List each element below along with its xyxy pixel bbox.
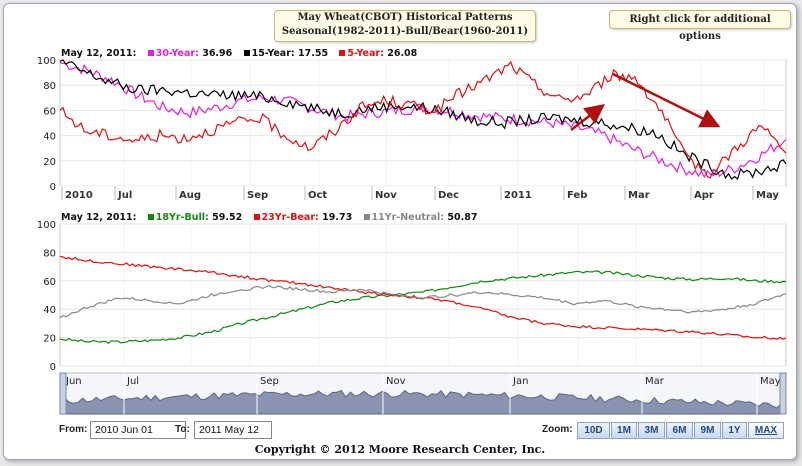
legend-value-bear: 19.73	[322, 212, 353, 223]
legend-name-30yr: 30-Year:	[155, 48, 199, 59]
chart-title-box: May Wheat(CBOT) Historical Patterns Seas…	[274, 10, 536, 42]
legend-name-bull: 18Yr-Bull:	[155, 212, 209, 223]
from-date-input[interactable]: 2010 Jun 01	[90, 421, 186, 439]
x-tick-label: Nov	[375, 190, 397, 201]
zoom-max-button[interactable]: MAX	[748, 422, 784, 439]
navigator-label: Sep	[260, 376, 279, 387]
y-tick-label: 0	[50, 362, 56, 373]
y-tick-label: 80	[43, 81, 56, 92]
series-line-30-year	[59, 61, 787, 179]
y-tick-label: 100	[37, 56, 56, 67]
zoom-3m-button[interactable]: 3M	[638, 422, 665, 439]
copyright-text: Copyright © 2012 Moore Research Center, …	[254, 443, 546, 456]
bottom-legend: May 12, 2011: 18Yr-Bull: 59.52 23Yr-Bear…	[61, 212, 477, 223]
zoom-1y-button[interactable]: 1Y	[722, 422, 747, 439]
top-legend: May 12, 2011: 30-Year: 36.96 15-Year: 17…	[61, 48, 417, 59]
x-tick-label: 2011	[504, 190, 532, 201]
x-tick-label: Sep	[247, 190, 268, 201]
legend-name-bear: 23Yr-Bear:	[261, 212, 319, 223]
series-line-18yr-bull	[59, 270, 787, 344]
legend-value-30yr: 36.96	[202, 48, 233, 59]
top-legend-date: May 12, 2011:	[61, 48, 137, 59]
zoom-label: Zoom:	[542, 424, 573, 435]
series-line-15-year	[59, 59, 787, 181]
annotation-arrow-down	[612, 72, 721, 128]
x-tick-label: Feb	[567, 190, 587, 201]
legend-value-15yr: 17.55	[298, 48, 329, 59]
to-date-input[interactable]: 2011 May 12	[194, 421, 272, 439]
x-tick-label: Oct	[308, 190, 327, 201]
x-tick-label: Mar	[628, 190, 650, 201]
title-line-1: May Wheat(CBOT) Historical Patterns	[297, 12, 513, 23]
annotation-arrow-up	[570, 103, 605, 131]
y-tick-label: 100	[37, 220, 56, 231]
plot-area-1	[59, 223, 787, 367]
y-tick-label: 80	[43, 248, 56, 259]
x-tick-label: Jul	[117, 190, 132, 201]
legend-swatch-bull	[147, 214, 154, 220]
y-tick-label: 60	[43, 106, 56, 117]
plot-area-0	[59, 59, 787, 187]
x-tick-label: Dec	[438, 190, 459, 201]
series-line-23yr-bear	[59, 256, 787, 340]
to-label: To:	[175, 424, 190, 435]
x-tick-label: Aug	[179, 190, 201, 201]
title-line-2: Seasonal(1982-2011)-Bull/Bear(1960-2011)	[281, 26, 529, 37]
navigator-label: Jan	[512, 376, 528, 387]
x-tick-label: 2010	[65, 190, 93, 201]
legend-name-neutral: 11Yr-Neutral:	[371, 212, 445, 223]
zoom-1m-button[interactable]: 1M	[611, 422, 637, 439]
y-tick-label: 0	[50, 182, 56, 193]
legend-value-5yr: 26.08	[387, 48, 418, 59]
legend-value-neutral: 50.87	[447, 212, 478, 223]
navigator-label: Jun	[65, 376, 82, 387]
x-axis-band	[60, 186, 786, 200]
navigator-label: May	[760, 376, 781, 387]
legend-value-bull: 59.52	[212, 212, 243, 223]
zoom-6m-button[interactable]: 6M	[666, 422, 693, 439]
series-line-11yr-neutral	[59, 285, 787, 319]
navigator-handle-right	[779, 372, 787, 415]
legend-name-15yr: 15-Year:	[251, 48, 295, 59]
navigator-label: Nov	[386, 376, 406, 387]
navigator-handle-left	[59, 372, 67, 415]
chart-svg: 0 20 40 60 80 100 0 20 40 60 80 100 2010 Jul Aug Sep Oct…	[37, 56, 787, 415]
legend-swatch-5yr	[339, 50, 346, 56]
legend-swatch-15yr	[243, 50, 250, 56]
legend-swatch-neutral	[363, 214, 370, 220]
navigator-label: Mar	[645, 376, 665, 387]
navigator-label: Jul	[126, 376, 139, 387]
legend-swatch-bear	[253, 214, 260, 220]
legend-name-5yr: 5-Year:	[347, 48, 384, 59]
chart-frame: 0 20 40 60 80 100 0 20 40 60 80 100 2010 Jul Aug Sep Oct…	[3, 3, 797, 460]
legend-swatch-30yr	[147, 50, 154, 56]
x-tick-label: May	[756, 190, 779, 201]
y-tick-label: 60	[43, 277, 56, 288]
y-tick-label: 40	[43, 132, 56, 143]
y-tick-label: 20	[43, 157, 56, 168]
bottom-legend-date: May 12, 2011:	[61, 212, 137, 223]
zoom-10d-button[interactable]: 10D	[577, 422, 610, 439]
right-click-hint[interactable]: Right click for additional options	[609, 10, 791, 42]
y-tick-label: 20	[43, 334, 56, 345]
series-line-5-year	[59, 60, 787, 179]
zoom-9m-button[interactable]: 9M	[694, 422, 721, 439]
y-tick-label: 40	[43, 305, 56, 316]
x-tick-label: Apr	[694, 190, 714, 201]
navigator-area	[59, 389, 787, 415]
from-label: From:	[59, 424, 88, 435]
